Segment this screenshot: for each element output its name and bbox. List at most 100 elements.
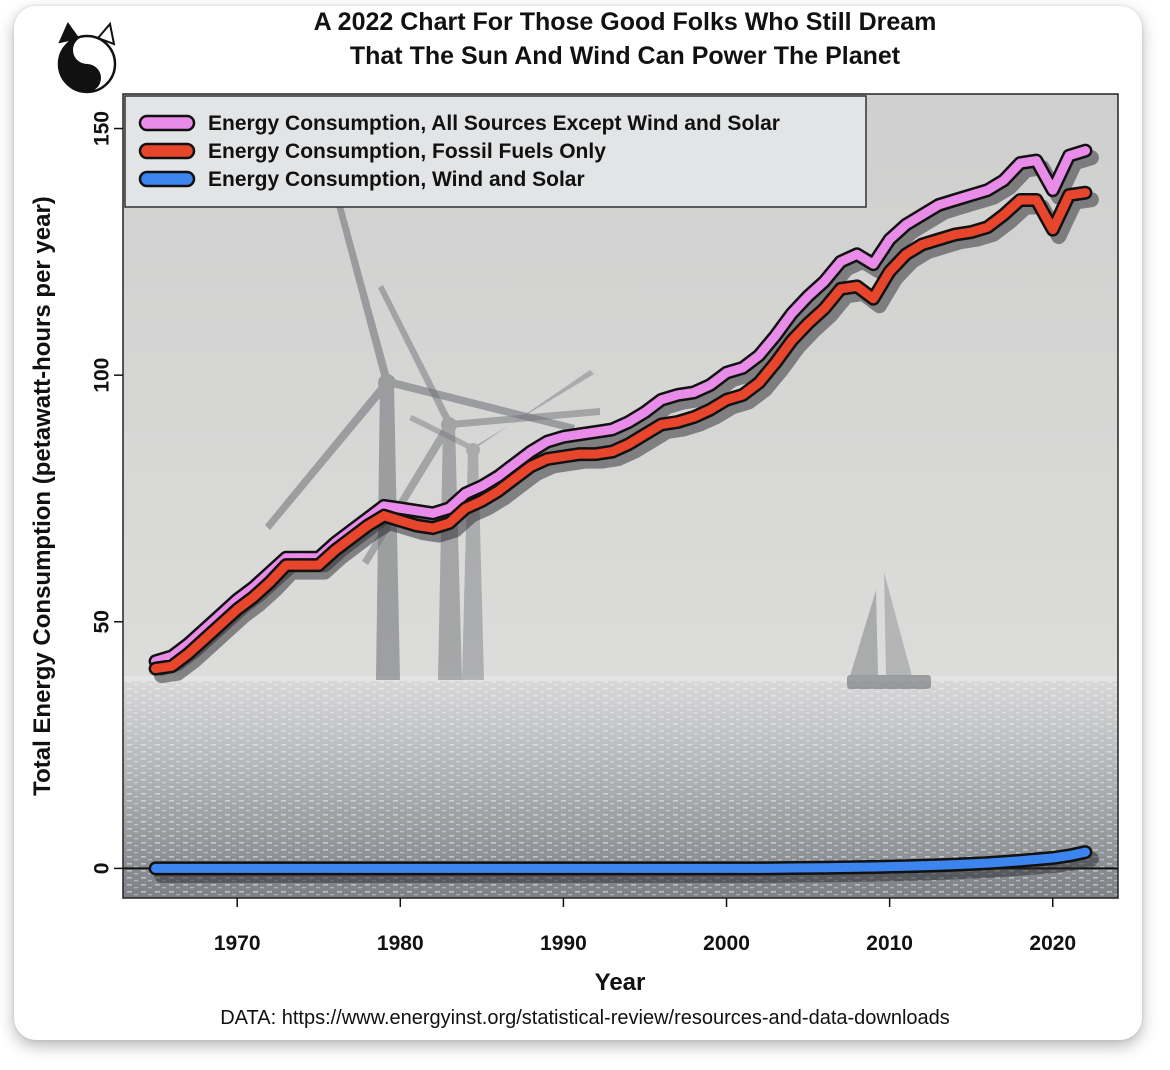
- data-point-fossil-fuels-only: [950, 230, 960, 240]
- y-tick-label: 150: [90, 111, 113, 146]
- chart-title-line-2: That The Sun And Wind Can Power The Plan…: [349, 42, 901, 70]
- data-point-wind-and-solar: [754, 864, 764, 873]
- data-point-all-except-wind-solar: [624, 417, 634, 427]
- data-point-fossil-fuels-only: [314, 560, 324, 570]
- yin-yang-cat-logo: [57, 21, 117, 94]
- data-point-all-except-wind-solar: [820, 277, 829, 286]
- data-point-fossil-fuels-only: [1015, 195, 1025, 205]
- data-point-wind-and-solar: [836, 863, 846, 872]
- data-point-all-except-wind-solar: [673, 390, 682, 400]
- series-line-fossil-fuels-only: [151, 188, 1090, 674]
- data-point-wind-and-solar: [200, 864, 210, 873]
- data-point-fossil-fuels-only: [836, 284, 846, 294]
- data-point-all-except-wind-solar: [868, 259, 878, 269]
- data-point-fossil-fuels-only: [575, 449, 585, 459]
- data-point-fossil-fuels-only: [934, 235, 943, 244]
- legend: Energy Consumption, All Sources Except W…: [124, 95, 867, 208]
- data-point-fossil-fuels-only: [265, 577, 275, 587]
- legend-swatch: [138, 170, 196, 188]
- x-tick-label: 1970: [214, 932, 261, 955]
- data-point-all-except-wind-solar: [999, 175, 1009, 185]
- data-point-fossil-fuels-only: [559, 452, 568, 461]
- data-point-wind-and-solar: [624, 864, 634, 873]
- data-point-fossil-fuels-only: [885, 267, 894, 276]
- data-point-fossil-fuels-only: [444, 518, 454, 528]
- data-point-all-except-wind-solar: [852, 249, 862, 259]
- plot-border: [122, 93, 1119, 899]
- data-point-fossil-fuels-only: [705, 405, 715, 415]
- data-point-all-except-wind-solar: [477, 481, 487, 491]
- data-point-fossil-fuels-only: [542, 454, 552, 464]
- data-point-wind-and-solar: [559, 864, 568, 873]
- data-point-fossil-fuels-only: [738, 390, 748, 400]
- data-point-all-except-wind-solar: [771, 331, 780, 341]
- data-point-wind-and-solar: [265, 864, 275, 873]
- data-point-wind-and-solar: [640, 864, 650, 873]
- data-point-fossil-fuels-only: [689, 412, 699, 422]
- data-point-all-except-wind-solar: [722, 368, 731, 378]
- data-point-all-except-wind-solar: [461, 489, 470, 498]
- data-point-wind-and-solar: [1081, 847, 1090, 857]
- data-point-fossil-fuels-only: [428, 523, 438, 533]
- data-point-wind-and-solar: [917, 861, 927, 871]
- data-point-all-except-wind-solar: [640, 407, 650, 417]
- data-point-fossil-fuels-only: [591, 449, 601, 459]
- series-wind-and-solar: [148, 845, 1093, 876]
- data-point-all-except-wind-solar: [575, 429, 585, 439]
- data-point-fossil-fuels-only: [151, 664, 161, 673]
- data-point-fossil-fuels-only: [901, 249, 911, 259]
- data-point-fossil-fuels-only: [281, 560, 291, 570]
- data-point-wind-and-solar: [298, 864, 307, 873]
- data-point-fossil-fuels-only: [787, 336, 797, 345]
- data-point-all-except-wind-solar: [901, 220, 911, 230]
- data-point-wind-and-solar: [787, 863, 797, 873]
- data-point-all-except-wind-solar: [950, 195, 960, 205]
- data-point-fossil-fuels-only: [754, 378, 764, 387]
- background-photo: [123, 94, 1118, 898]
- data-point-fossil-fuels-only: [673, 417, 682, 427]
- x-tick-label: 2010: [866, 932, 913, 955]
- data-point-fossil-fuels-only: [607, 447, 617, 456]
- data-point-fossil-fuels-only: [624, 439, 634, 449]
- data-point-fossil-fuels-only: [852, 282, 862, 291]
- y-tick-label: 0: [90, 863, 113, 875]
- data-point-all-except-wind-solar: [885, 235, 894, 244]
- data-point-fossil-fuels-only: [1081, 188, 1090, 198]
- data-point-all-except-wind-solar: [591, 427, 601, 437]
- data-point-fossil-fuels-only: [477, 496, 487, 506]
- data-point-fossil-fuels-only: [298, 560, 307, 570]
- data-point-all-except-wind-solar: [1015, 158, 1025, 168]
- data-point-fossil-fuels-only: [966, 227, 976, 237]
- data-point-all-except-wind-solar: [983, 185, 992, 195]
- legend-item-all-except-wind-solar: Energy Consumption, All Sources Except W…: [138, 112, 780, 135]
- data-point-all-except-wind-solar: [656, 395, 666, 405]
- data-point-fossil-fuels-only: [640, 429, 650, 439]
- data-point-wind-and-solar: [705, 864, 715, 873]
- series-line-wind-and-solar: [151, 847, 1090, 873]
- data-point-wind-and-solar: [314, 864, 324, 873]
- data-point-wind-and-solar: [852, 862, 862, 872]
- legend-label: Energy Consumption, Fossil Fuels Only: [208, 140, 606, 163]
- data-point-wind-and-solar: [249, 864, 258, 873]
- legend-swatch: [138, 142, 196, 160]
- data-point-all-except-wind-solar: [966, 190, 976, 200]
- data-point-fossil-fuels-only: [379, 511, 389, 521]
- legend-item-wind-and-solar: Energy Consumption, Wind and Solar: [138, 168, 585, 191]
- data-point-wind-and-solar: [591, 864, 601, 873]
- data-point-all-except-wind-solar: [1032, 156, 1041, 166]
- data-point-wind-and-solar: [1015, 856, 1025, 866]
- data-point-wind-and-solar: [151, 864, 161, 873]
- data-point-wind-and-solar: [167, 864, 177, 873]
- y-tick-label: 100: [90, 358, 113, 393]
- data-point-all-except-wind-solar: [1081, 146, 1090, 156]
- data-point-wind-and-solar: [1048, 853, 1058, 863]
- series-line-all-except-wind-solar: [151, 146, 1090, 666]
- data-point-wind-and-solar: [901, 861, 911, 871]
- data-point-fossil-fuels-only: [510, 474, 519, 484]
- data-point-wind-and-solar: [983, 858, 992, 868]
- data-point-wind-and-solar: [607, 864, 617, 873]
- data-point-fossil-fuels-only: [1048, 225, 1058, 235]
- data-point-fossil-fuels-only: [722, 395, 731, 405]
- data-point-wind-and-solar: [347, 864, 356, 873]
